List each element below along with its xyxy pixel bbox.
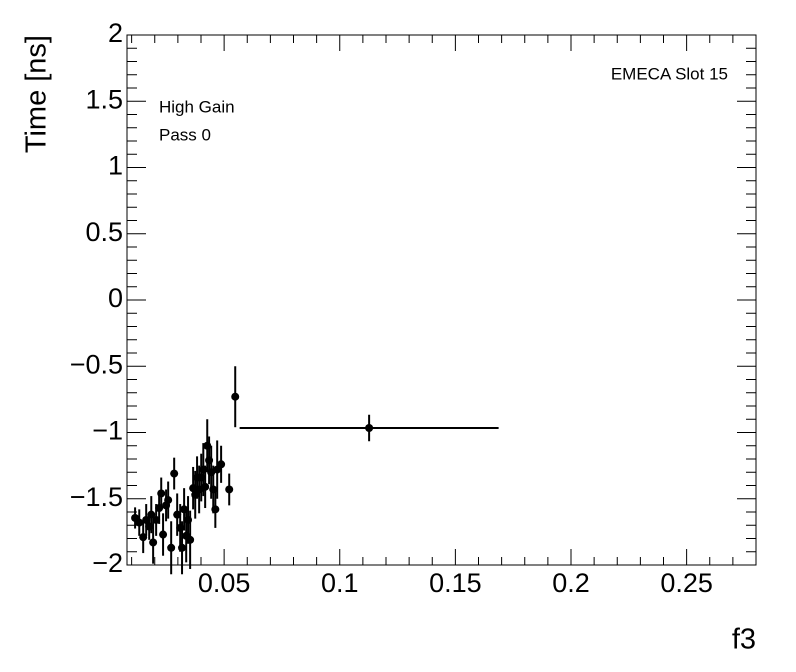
data-point — [157, 489, 166, 498]
y-tick-label: −1.5 — [70, 482, 123, 512]
data-point — [147, 510, 156, 519]
x-tick-label: 0.05 — [198, 568, 251, 598]
annotation: High Gain — [159, 97, 235, 116]
data-point — [186, 535, 195, 544]
x-tick-label: 0.1 — [321, 568, 359, 598]
data-point — [217, 460, 226, 469]
y-tick-label: 1.5 — [85, 84, 123, 114]
y-tick-label: −2 — [92, 548, 123, 578]
data-point — [178, 543, 187, 552]
y-tick-label: 1 — [108, 151, 123, 181]
y-tick-label: 0 — [108, 283, 123, 313]
x-tick-label: 0.25 — [660, 568, 713, 598]
y-axis-title: Time [ns] — [21, 35, 53, 153]
data-point — [201, 482, 210, 491]
y-tick-label: −0.5 — [70, 349, 123, 379]
y-tick-label: 0.5 — [85, 217, 123, 247]
x-tick-label: 0.2 — [552, 568, 590, 598]
data-point — [231, 392, 240, 401]
x-tick-label: 0.15 — [429, 568, 482, 598]
chart-title: EMECA Slot 15 — [611, 64, 728, 83]
data-point — [135, 518, 144, 527]
annotation: Pass 0 — [159, 125, 211, 144]
data-point — [159, 530, 168, 539]
data-point — [173, 510, 182, 519]
data-point — [365, 423, 374, 432]
y-tick-label: −1 — [92, 416, 123, 446]
data-point — [170, 469, 179, 478]
y-tick-label: 2 — [108, 18, 123, 48]
data-point — [211, 505, 220, 514]
x-axis-title: f3 — [732, 624, 756, 656]
data-point — [225, 485, 234, 494]
data-point — [167, 543, 176, 552]
data-point — [142, 515, 151, 524]
data-point — [164, 496, 173, 505]
data-point — [152, 515, 161, 524]
data-point — [149, 538, 158, 547]
data-point — [139, 533, 148, 542]
